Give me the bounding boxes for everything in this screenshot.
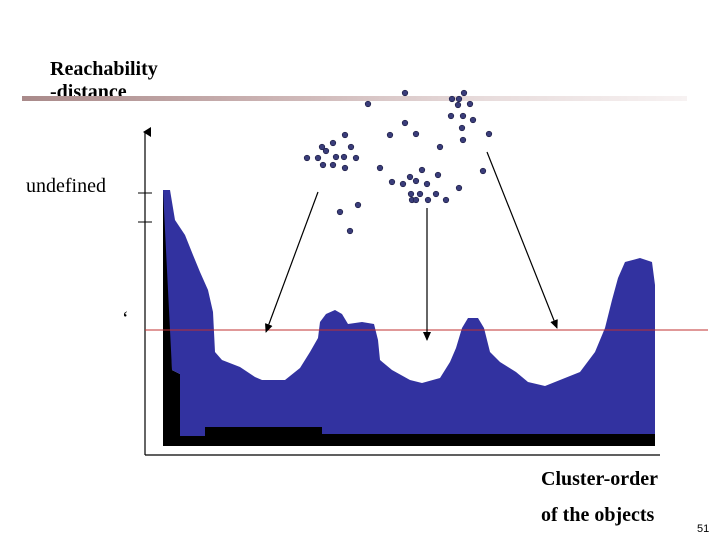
data-point [318,143,326,151]
data-point [401,89,409,97]
data-point [329,161,337,169]
data-point [364,100,372,108]
data-point [479,167,487,175]
x-axis-label-line-1: Cluster-order [541,468,658,490]
data-point [319,161,327,169]
data-point [399,180,407,188]
data-point [388,178,396,186]
data-point [347,143,355,151]
data-point [432,190,440,198]
arrow-cluster-right [486,151,558,329]
data-point [412,196,420,204]
data-point [455,95,463,103]
data-point [401,119,409,127]
arrow-cluster-left [265,191,319,333]
data-point [332,153,340,161]
title-underline-bar [22,96,687,101]
data-point [434,171,442,179]
data-point [341,164,349,172]
data-point [485,130,493,138]
data-point [340,153,348,161]
data-point [303,154,311,162]
data-point [424,196,432,204]
data-point [436,143,444,151]
data-point [354,201,362,209]
data-point [352,154,360,162]
data-point [459,136,467,144]
x-axis-label-line-2: of the objects [541,504,655,526]
data-point [448,95,456,103]
title-line-1: Reachability [50,58,158,80]
data-point [418,166,426,174]
data-point [466,100,474,108]
data-point [386,131,394,139]
data-point [447,112,455,120]
data-point [442,196,450,204]
data-point [406,173,414,181]
data-point [336,208,344,216]
data-point [407,190,415,198]
data-point [454,101,462,109]
data-point [346,227,354,235]
data-point [329,139,337,147]
data-point [458,124,466,132]
data-point [322,147,330,155]
data-point [469,116,477,124]
data-point [412,177,420,185]
data-point [314,154,322,162]
data-point [455,184,463,192]
page-number: 51 [697,523,710,535]
data-points [303,89,493,235]
reachability-plot-area [163,190,655,440]
data-point [460,89,468,97]
data-point [459,112,467,120]
data-point [341,131,349,139]
data-point [423,180,431,188]
epsilon-label: ‘ [122,308,129,330]
data-point [376,164,384,172]
data-point [416,190,424,198]
undefined-label: undefined [26,175,106,197]
data-point [412,130,420,138]
